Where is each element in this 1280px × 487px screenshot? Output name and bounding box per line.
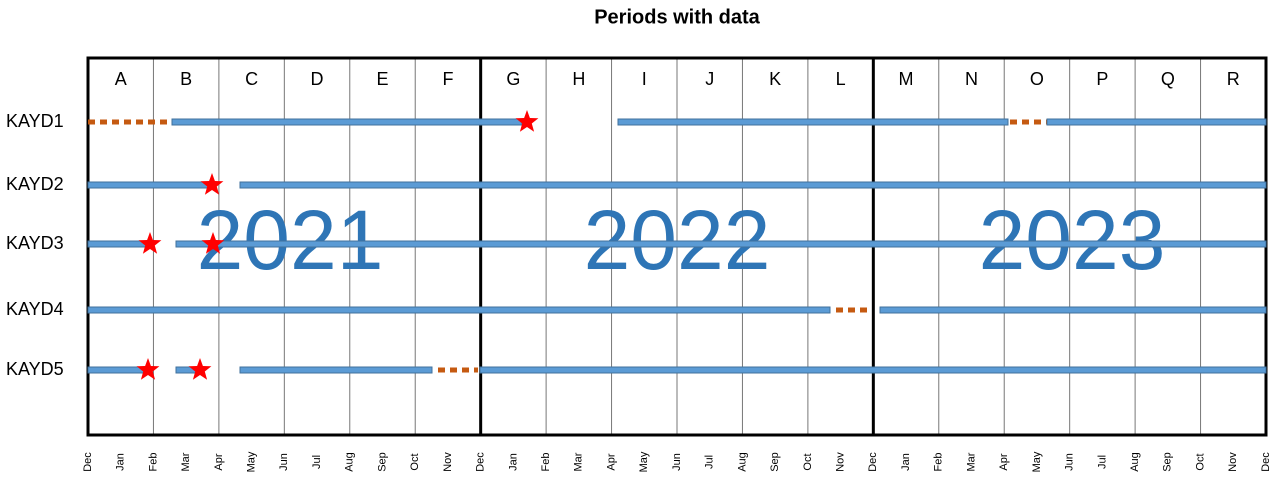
year-label: 2022 bbox=[584, 193, 771, 287]
month-label: Sep bbox=[1162, 452, 1174, 472]
row-label: KAYD2 bbox=[6, 174, 64, 194]
column-label: D bbox=[311, 69, 324, 89]
column-label: B bbox=[180, 69, 192, 89]
event-star bbox=[136, 358, 160, 380]
column-label: I bbox=[642, 69, 647, 89]
month-label: Oct bbox=[1194, 453, 1206, 470]
month-label: Jan bbox=[115, 453, 127, 471]
month-label: May bbox=[246, 451, 258, 472]
month-label: Jun bbox=[278, 453, 290, 471]
month-label: Dec bbox=[1260, 452, 1272, 472]
month-label: Nov bbox=[1227, 452, 1239, 472]
month-label: Jun bbox=[1064, 453, 1076, 471]
event-star bbox=[201, 232, 225, 254]
month-label: Mar bbox=[180, 452, 192, 471]
data-period bbox=[171, 118, 523, 126]
data-period bbox=[239, 181, 1267, 189]
column-label: R bbox=[1227, 69, 1240, 89]
month-label: Aug bbox=[736, 452, 748, 472]
month-label: Feb bbox=[933, 453, 945, 472]
title: Periods with data bbox=[594, 6, 760, 28]
column-label: O bbox=[1030, 69, 1044, 89]
event-star bbox=[138, 232, 162, 254]
column-label: H bbox=[572, 69, 585, 89]
month-label: Aug bbox=[1129, 452, 1141, 472]
month-label: Apr bbox=[998, 453, 1010, 470]
column-label: A bbox=[115, 69, 127, 89]
column-label: Q bbox=[1161, 69, 1175, 89]
month-label: Nov bbox=[442, 452, 454, 472]
data-period bbox=[87, 181, 211, 189]
month-label: Dec bbox=[475, 452, 487, 472]
data-period bbox=[87, 306, 831, 314]
event-star bbox=[200, 173, 224, 195]
month-label: Dec bbox=[82, 452, 94, 472]
month-label: Jul bbox=[1096, 455, 1108, 469]
data-period bbox=[479, 366, 1267, 374]
data-period bbox=[617, 118, 1009, 126]
column-label: M bbox=[899, 69, 914, 89]
column-label: N bbox=[965, 69, 978, 89]
month-label: May bbox=[1031, 451, 1043, 472]
month-label: Oct bbox=[409, 453, 421, 470]
row-label: KAYD1 bbox=[6, 111, 64, 131]
column-label: F bbox=[442, 69, 453, 89]
month-label: Mar bbox=[573, 452, 585, 471]
data-period bbox=[175, 240, 1267, 248]
year-label: 2023 bbox=[979, 193, 1166, 287]
column-label: E bbox=[376, 69, 388, 89]
month-label: Nov bbox=[835, 452, 847, 472]
column-label: K bbox=[769, 69, 781, 89]
row-label: KAYD4 bbox=[6, 299, 64, 319]
event-star bbox=[515, 110, 539, 132]
month-label: Dec bbox=[867, 452, 879, 472]
month-label: Aug bbox=[344, 452, 356, 472]
row-label: KAYD3 bbox=[6, 233, 64, 253]
month-label: May bbox=[638, 451, 650, 472]
month-label: Sep bbox=[769, 452, 781, 472]
month-label: Jul bbox=[704, 455, 716, 469]
event-star bbox=[188, 358, 212, 380]
row-label: KAYD5 bbox=[6, 359, 64, 379]
month-label: Sep bbox=[376, 452, 388, 472]
month-label: Jan bbox=[900, 453, 912, 471]
month-label: Jul bbox=[311, 455, 323, 469]
year-label: 2021 bbox=[197, 193, 384, 287]
column-label: C bbox=[245, 69, 258, 89]
month-label: Feb bbox=[147, 453, 159, 472]
data-period bbox=[1046, 118, 1267, 126]
data-period bbox=[879, 306, 1267, 314]
column-label: P bbox=[1096, 69, 1108, 89]
column-label: G bbox=[506, 69, 520, 89]
month-label: Apr bbox=[605, 453, 617, 470]
column-label: J bbox=[705, 69, 714, 89]
month-label: Apr bbox=[213, 453, 225, 470]
data-period bbox=[239, 366, 433, 374]
month-label: Jun bbox=[671, 453, 683, 471]
month-label: Mar bbox=[965, 452, 977, 471]
month-label: Feb bbox=[540, 453, 552, 472]
column-label: L bbox=[836, 69, 846, 89]
month-label: Oct bbox=[802, 453, 814, 470]
month-label: Jan bbox=[507, 453, 519, 471]
